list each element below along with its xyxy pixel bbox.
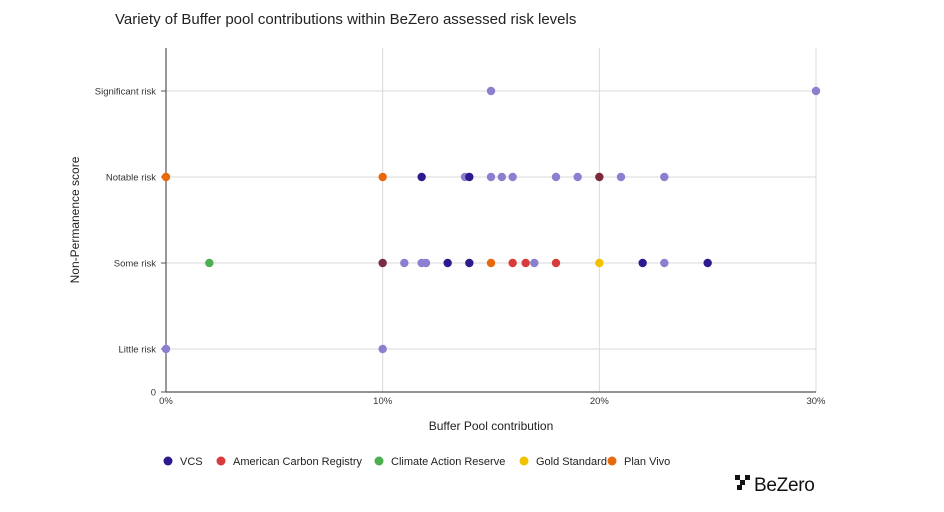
y-tick-labels: 0 Little risk Some risk Notable risk Signifi… [95, 87, 166, 399]
data-point-american-carbon-registry [521, 258, 530, 268]
data-point [161, 344, 171, 354]
y-tick-label: 0 [151, 388, 156, 399]
x-tick-label: 10% [373, 396, 393, 407]
data-point [400, 258, 409, 268]
legend-marker-american-carbon-registry [216, 456, 226, 466]
data-point [508, 172, 517, 182]
data-point-american-carbon-registry [551, 258, 561, 268]
data-point [660, 172, 669, 182]
legend-label-climate-action-reserve: Climate Action Reserve [391, 456, 505, 468]
data-point [497, 172, 507, 182]
data-point [378, 258, 387, 268]
axes [165, 48, 816, 393]
chart-title: Variety of Buffer pool contributions wit… [115, 11, 576, 28]
y-axis-label: Non-Permanence score [68, 156, 82, 283]
data-point-vcs [638, 258, 647, 268]
data-point [573, 172, 582, 182]
data-point-plan-vivo [486, 258, 496, 268]
y-tick-label: Little risk [119, 345, 157, 356]
data-point-gold-standard [595, 258, 604, 268]
legend-marker-plan-vivo [607, 456, 617, 466]
bezero-logo-mark [735, 475, 750, 490]
data-point [530, 258, 539, 268]
legend-label-gold-standard: Gold Standard [536, 456, 607, 468]
grid [166, 48, 817, 392]
data-point-vcs [703, 258, 712, 268]
data-point-vcs [465, 258, 474, 268]
x-axis-label: Buffer Pool contribution [429, 419, 554, 433]
legend-label-american-carbon-registry: American Carbon Registry [233, 456, 362, 468]
data-point [660, 258, 669, 268]
data-point-vcs [443, 258, 452, 268]
bezero-logo: BeZero [735, 475, 815, 496]
data-point-american-carbon-registry [508, 258, 517, 268]
data-points [161, 86, 821, 354]
data-point-vcs [417, 172, 426, 182]
legend-label-vcs: VCS [180, 456, 203, 468]
data-point [551, 172, 561, 182]
data-point [595, 172, 604, 182]
legend-marker-vcs [163, 456, 173, 466]
x-tick-label: 30% [806, 396, 826, 407]
legend: VCS American Carbon Registry Climate Actio… [163, 456, 670, 468]
data-point [421, 258, 431, 268]
data-point-climate-action-reserve [205, 258, 214, 268]
data-point [811, 86, 821, 96]
bezero-logo-text: BeZero [754, 475, 815, 496]
y-tick-label: Significant risk [95, 87, 156, 98]
legend-marker-climate-action-reserve [374, 456, 384, 466]
data-point-vcs [465, 172, 474, 182]
data-point-plan-vivo [378, 172, 387, 182]
legend-label-plan-vivo: Plan Vivo [624, 456, 670, 468]
data-point [378, 344, 387, 354]
y-tick-label: Notable risk [106, 173, 156, 184]
y-tick-label: Some risk [114, 259, 156, 270]
x-tick-label: 20% [590, 396, 610, 407]
data-point [616, 172, 626, 182]
x-tick-labels: 0% 10% 20% 30% [159, 396, 826, 407]
data-point [486, 172, 496, 182]
x-tick-label: 0% [159, 396, 173, 407]
data-point-plan-vivo [161, 172, 171, 182]
legend-marker-gold-standard [519, 456, 529, 466]
data-point [486, 86, 496, 96]
